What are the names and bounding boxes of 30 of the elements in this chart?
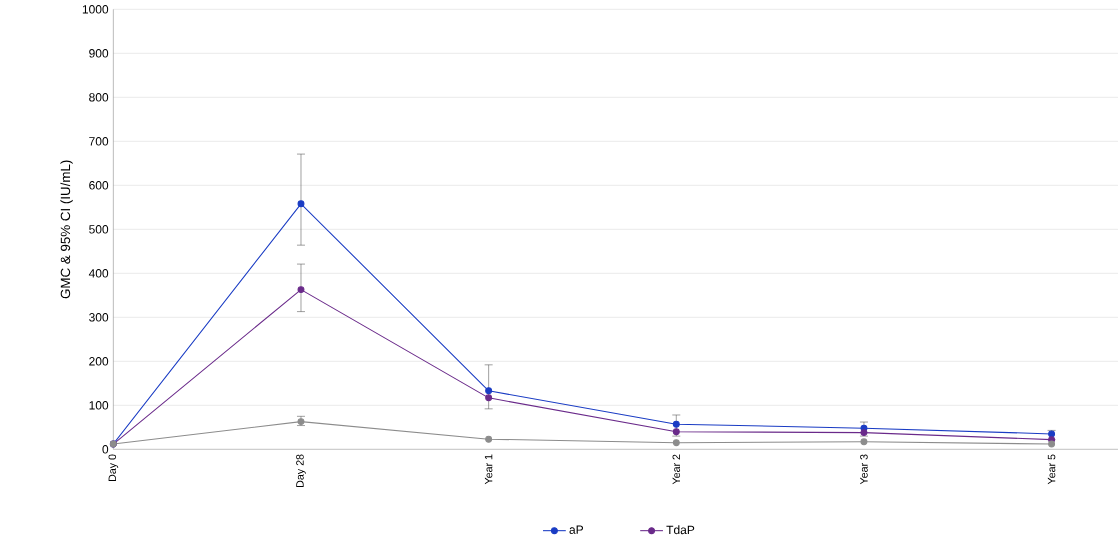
x-tick-label: Year 3 xyxy=(860,454,868,485)
x-tick-label: Year 2 xyxy=(672,454,681,485)
y-tick-label: 100 xyxy=(89,401,109,410)
point xyxy=(485,435,493,443)
y-tick-label: 500 xyxy=(89,225,109,234)
point xyxy=(485,387,493,395)
y-tick-label: 400 xyxy=(88,269,109,278)
point xyxy=(297,200,305,208)
x-tick-label: Year 1 xyxy=(484,454,493,485)
point xyxy=(485,394,493,402)
y-tick-label: 200 xyxy=(89,357,109,366)
point xyxy=(297,286,305,294)
y-axis-title: GMC & 95% CI (IU/mL) xyxy=(60,160,73,299)
point xyxy=(672,428,680,436)
y-tick-label: 600 xyxy=(89,181,109,190)
y-tick-label: 300 xyxy=(89,313,109,322)
legend-label: TdaP xyxy=(666,525,695,535)
y-tick-label: 0 xyxy=(102,445,109,454)
point xyxy=(1048,440,1056,448)
x-tick-label: Day 0 xyxy=(108,454,119,482)
point xyxy=(672,439,680,447)
point xyxy=(672,420,680,428)
x-tick-label: Day 28 xyxy=(296,454,306,487)
y-tick-label: 900 xyxy=(89,49,109,58)
y-tick-label: 800 xyxy=(89,93,109,102)
y-tick-label: 700 xyxy=(89,137,109,146)
y-tick-label: 1000 xyxy=(82,5,109,14)
point xyxy=(860,438,868,446)
legend-label: aP xyxy=(569,525,584,534)
x-tick-label: Year 5 xyxy=(1047,454,1056,485)
